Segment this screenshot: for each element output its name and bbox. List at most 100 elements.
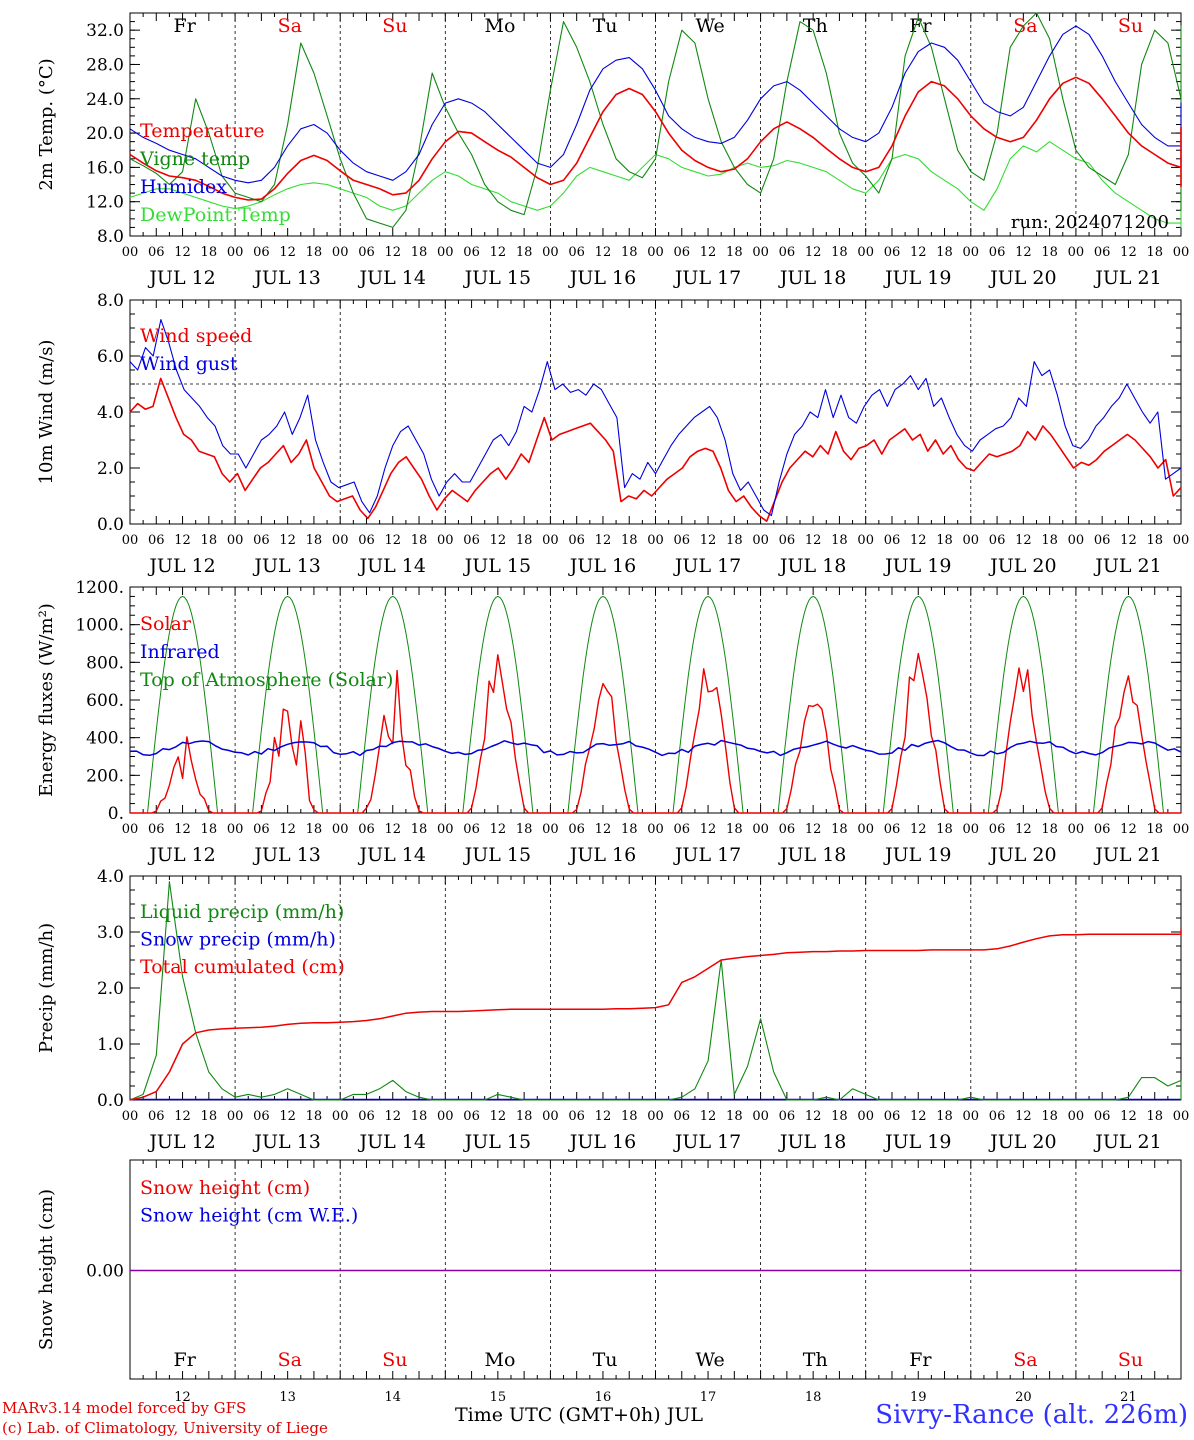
weekday-label: Fr [174,15,197,37]
hour-label: 06 [148,245,165,260]
hour-label: 06 [253,822,270,837]
hour-label: 12 [1120,1109,1137,1124]
series-solar [130,652,1181,814]
hour-label: 00 [122,533,139,548]
hour-label: 06 [568,245,585,260]
weekday-label: Fr [909,15,932,37]
legend-entry: Temperature [140,120,264,142]
hour-label: 00 [857,1109,874,1124]
hour-label: 00 [1173,822,1190,837]
y-tick-label: 4.0 [97,867,124,887]
hour-label: 06 [674,245,691,260]
day-label: JUL 16 [568,1131,636,1153]
hour-label: 18 [621,1109,638,1124]
hour-label: 18 [516,822,533,837]
hour-label: 18 [1146,533,1163,548]
weekday-label: Sa [278,1349,302,1371]
weekday-label: Fr [909,1349,932,1371]
hour-label: 00 [437,533,454,548]
y-tick-label: 0. [108,804,124,824]
weekday-label: Su [1118,1349,1143,1371]
hour-label: 00 [542,822,559,837]
legend-entry: Wind speed [140,325,252,347]
day-label: JUL 19 [883,267,951,289]
hour-label: 00 [227,245,244,260]
hour-label: 18 [726,1109,743,1124]
station-name: Sivry-Rance (alt. 226m) [875,1400,1188,1430]
legend-entry: Snow height (cm W.E.) [140,1205,358,1227]
hour-label: 00 [1173,245,1190,260]
run-annotation: run: 2024071200 [1011,212,1169,233]
hour-label: 06 [779,822,796,837]
hour-label: 12 [595,533,612,548]
day-label: JUL 21 [1093,267,1161,289]
hour-label: 06 [463,822,480,837]
hour-label: 00 [227,822,244,837]
hour-label: 18 [936,533,953,548]
hour-label: 12 [174,533,191,548]
plot-frame [129,299,1182,525]
hour-label: 06 [253,1109,270,1124]
hour-label: 12 [1120,245,1137,260]
day-label: JUL 13 [252,1131,320,1153]
hour-label: 12 [174,822,191,837]
day-label: JUL 16 [568,267,636,289]
day-label: JUL 18 [778,555,846,577]
hour-label: 06 [779,245,796,260]
day-label: JUL 17 [673,267,741,289]
day-label: JUL 15 [463,267,531,289]
hour-label: 18 [726,822,743,837]
hour-label: 00 [542,533,559,548]
day-number-label: 20 [1015,1390,1032,1405]
day-label: JUL 21 [1093,555,1161,577]
day-label: JUL 12 [147,1131,215,1153]
day-label: JUL 12 [147,555,215,577]
day-label: JUL 14 [358,555,426,577]
y-tick-label: 20.0 [86,124,124,144]
hour-label: 18 [1146,1109,1163,1124]
hour-label: 18 [201,245,218,260]
hour-label: 06 [989,1109,1006,1124]
hour-label: 00 [1068,1109,1085,1124]
legend-entry: DewPoint Temp [140,204,291,226]
weekday-label: Sa [1013,1349,1037,1371]
day-label: JUL 16 [568,844,636,866]
day-number-label: 14 [384,1390,401,1405]
hour-label: 06 [463,245,480,260]
hour-label: 00 [647,245,664,260]
hour-label: 00 [437,822,454,837]
hour-label: 00 [122,1109,139,1124]
series-liquid-precip-mm-h- [129,881,1182,1101]
day-number-label: 12 [174,1390,191,1405]
hour-label: 18 [1041,1109,1058,1124]
series-wind-speed [129,377,1182,523]
hour-label: 18 [306,533,323,548]
hour-label: 00 [1173,1109,1190,1124]
y-tick-label: 8.0 [97,227,124,247]
panel-5: 0.00 Snow height (cm) Snow height (cm) Snow… [36,1159,1182,1405]
series-temperature [129,76,1182,201]
y-tick-label: 12.0 [86,193,124,213]
y-tick-label: 6.0 [97,347,124,367]
weekday-label: Su [382,15,407,37]
hour-label: 06 [989,245,1006,260]
y-tick-label: 2.0 [97,979,124,999]
hour-label: 00 [437,1109,454,1124]
day-number-label: 17 [700,1390,717,1405]
hour-label: 00 [963,1109,980,1124]
y-tick-label: 16.0 [86,158,124,178]
y-tick-label: 28.0 [86,55,124,75]
hour-label: 18 [621,533,638,548]
hour-label: 06 [884,245,901,260]
weekday-label: Th [803,1349,828,1371]
hour-label: 06 [358,245,375,260]
hour-label: 06 [568,1109,585,1124]
hour-label: 06 [1094,245,1111,260]
hour-label: 18 [411,822,428,837]
day-label: JUL 20 [988,555,1056,577]
y-tick-label: 4.0 [97,403,124,423]
legend-entry: Liquid precip (mm/h) [140,901,344,923]
day-label: JUL 19 [883,555,951,577]
hour-label: 12 [279,245,296,260]
